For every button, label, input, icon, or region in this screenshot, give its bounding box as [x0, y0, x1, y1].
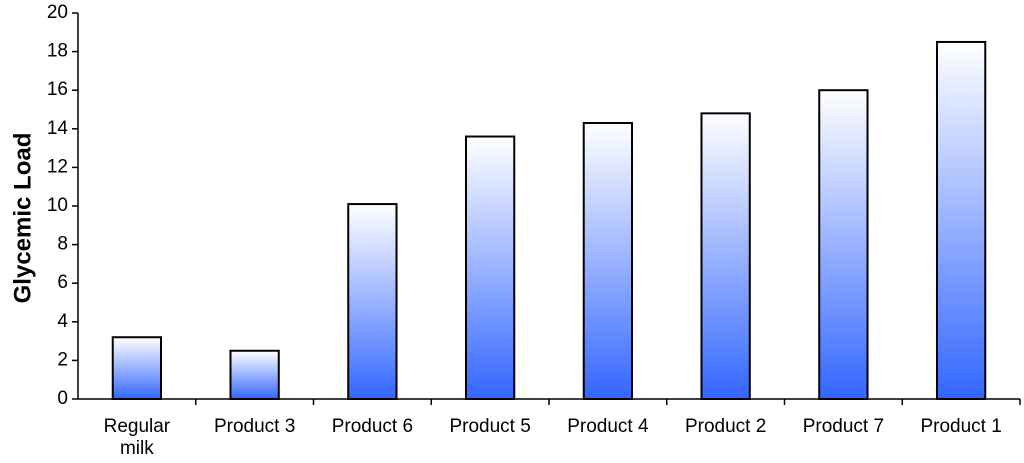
x-tick-label-line: Product 2: [685, 416, 766, 437]
bar: [818, 89, 869, 400]
y-tick-label: 16: [47, 79, 68, 100]
x-axis-labels: Regular milk Product 3 Product 6 Product 5 Pr…: [104, 399, 1021, 459]
y-tick-label: 12: [47, 156, 68, 177]
y-tick-label: 0: [57, 388, 68, 409]
bar: [700, 112, 751, 401]
bar: [347, 203, 398, 400]
y-tick-label: 2: [57, 349, 68, 370]
x-tick-label: Product 6: [332, 416, 413, 437]
x-tick-label: Product 4: [567, 416, 649, 437]
x-tick-label: Product 7: [803, 416, 884, 437]
x-tick-label-line: Product 4: [567, 416, 649, 437]
bar: [229, 349, 280, 400]
y-tick-label: 14: [47, 118, 69, 139]
x-tick-label-line: Product 6: [332, 416, 413, 437]
y-axis-title: Glycemic Load: [9, 133, 36, 304]
y-tick-label: 8: [57, 234, 68, 255]
x-tick-label: Product 1: [920, 416, 1001, 437]
bar: [111, 336, 163, 400]
y-tick-label: 10: [47, 195, 68, 216]
x-tick-label-line: Regular: [104, 416, 171, 437]
y-tick-label: 20: [47, 2, 68, 23]
x-tick-label-line: milk: [120, 438, 154, 459]
x-tick-label-line: Product 1: [920, 416, 1001, 437]
x-tick-label-line: Product 3: [214, 416, 295, 437]
x-tick-label-line: Product 5: [449, 416, 530, 437]
x-tick-label-line: Product 7: [803, 416, 884, 437]
x-tick-label: Regular milk: [104, 416, 171, 459]
y-tick-label: 6: [57, 272, 68, 293]
bar: [935, 40, 987, 400]
y-tick-label: 18: [47, 41, 68, 62]
bar: [582, 122, 634, 400]
x-tick-label: Product 3: [214, 416, 295, 437]
x-tick-label: Product 2: [685, 416, 766, 437]
bar: [464, 135, 516, 401]
bars: [111, 40, 987, 401]
y-tick-label: 4: [57, 311, 68, 332]
x-tick-label: Product 5: [449, 416, 530, 437]
y-axis: 0 2 4 6 8 10 12 14 16 18 20: [47, 2, 78, 409]
